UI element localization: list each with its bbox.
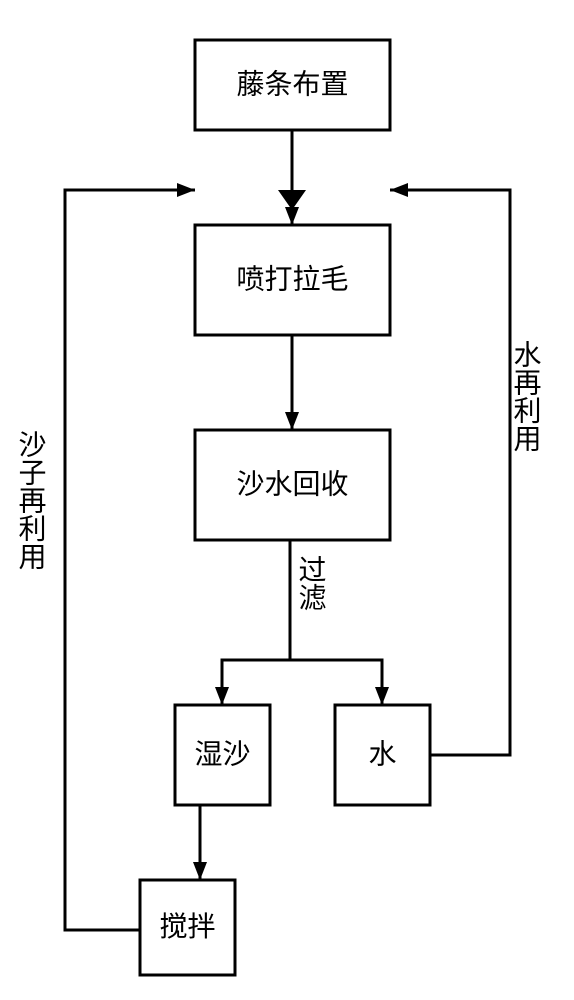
edge-e6loop: 沙子再利用 [15,183,196,930]
edge-e12 [285,130,299,225]
node-n5: 水 [335,705,430,805]
node-n4: 湿沙 [175,705,270,805]
edge-e5loop: 水再利用 [390,183,542,755]
edge-label: 过滤 [295,555,326,611]
node-label: 沙水回收 [236,468,348,500]
node-label: 湿沙 [194,739,250,770]
node-n3: 沙水回收 [195,430,390,540]
node-n2: 喷打拉毛 [195,225,390,335]
edge-e_to4 [215,660,290,705]
edge-label: 沙子再利用 [15,430,47,570]
node-label: 喷打拉毛 [236,263,348,295]
edge-e23 [285,335,299,430]
edge-label: 水再利用 [510,340,542,452]
edge-e_to5 [290,660,389,705]
node-n6: 搅拌 [140,880,235,975]
node-label: 搅拌 [159,911,215,943]
node-label: 水 [368,738,396,770]
merge-arrow [278,190,306,210]
edge-e3split: 过滤 [290,540,326,660]
node-n1: 藤条布置 [195,40,390,130]
node-label: 藤条布置 [236,68,348,100]
edge-e46 [193,805,207,880]
